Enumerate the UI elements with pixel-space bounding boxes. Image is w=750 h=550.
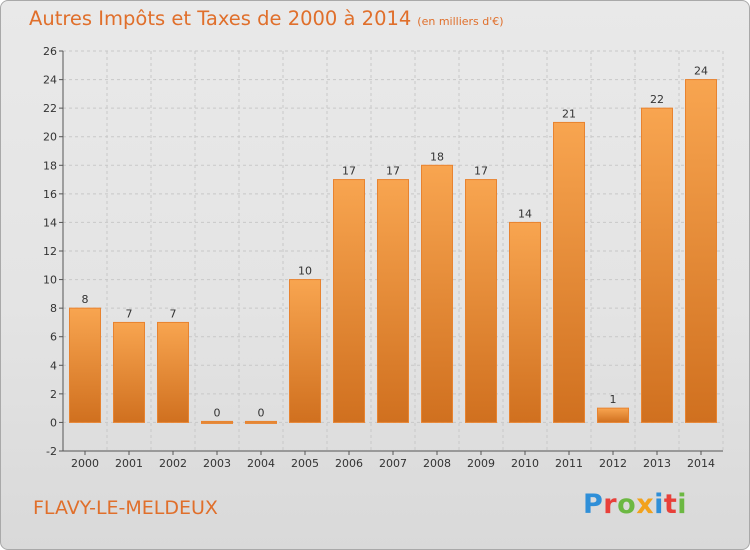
chart-title-text: Autres Impôts et Taxes de 2000 à 2014 bbox=[29, 7, 412, 30]
bar bbox=[201, 420, 233, 424]
bar-value-label: 10 bbox=[298, 265, 312, 278]
bar-value-label: 22 bbox=[650, 93, 664, 106]
x-tick-label: 2011 bbox=[555, 457, 583, 470]
bar bbox=[157, 321, 189, 423]
logo-letter: i bbox=[677, 489, 688, 520]
x-tick-label: 2004 bbox=[247, 457, 275, 470]
x-tick-label: 2007 bbox=[379, 457, 407, 470]
bar-value-label: 14 bbox=[518, 207, 532, 220]
x-tick-label: 2006 bbox=[335, 457, 363, 470]
x-tick-label: 2002 bbox=[159, 457, 187, 470]
data-labels: 8 7 7 0 0 10 17 17 18 17 14 21 1 22 24 bbox=[82, 65, 709, 420]
x-tick-label: 2000 bbox=[71, 457, 99, 470]
x-tick-label: 2014 bbox=[687, 457, 715, 470]
bar bbox=[377, 179, 409, 423]
bars bbox=[69, 79, 717, 424]
bar-value-label: 17 bbox=[342, 165, 356, 178]
bar bbox=[465, 179, 497, 423]
bar-value-label: 17 bbox=[386, 165, 400, 178]
y-tick-label: 14 bbox=[43, 216, 57, 229]
chart-title: Autres Impôts et Taxes de 2000 à 2014 (en… bbox=[29, 7, 504, 30]
y-tick-label: 26 bbox=[43, 45, 57, 58]
bar bbox=[597, 407, 629, 423]
y-tick-label: 16 bbox=[43, 188, 57, 201]
bar-value-label: 17 bbox=[474, 165, 488, 178]
bar-value-label: 7 bbox=[170, 307, 177, 320]
logo-letter: r bbox=[603, 489, 618, 520]
x-tick-label: 2001 bbox=[115, 457, 143, 470]
bar-value-label: 0 bbox=[258, 406, 265, 419]
x-tick-label: 2010 bbox=[511, 457, 539, 470]
bar-value-label: 1 bbox=[610, 393, 617, 406]
logo-letter: x bbox=[636, 489, 655, 520]
bar bbox=[641, 107, 673, 423]
x-tick-label: 2008 bbox=[423, 457, 451, 470]
logo-letter: t bbox=[663, 489, 678, 520]
bar bbox=[509, 221, 541, 423]
axes bbox=[59, 50, 723, 455]
y-tick-label: 10 bbox=[43, 274, 57, 287]
bar bbox=[333, 179, 365, 423]
bar bbox=[685, 79, 717, 423]
y-tick-label: 2 bbox=[50, 388, 57, 401]
x-tick-label: 2013 bbox=[643, 457, 671, 470]
x-tick-label: 2009 bbox=[467, 457, 495, 470]
x-tick-label: 2005 bbox=[291, 457, 319, 470]
y-tick-label: -2 bbox=[46, 445, 57, 458]
bar-value-label: 18 bbox=[430, 150, 444, 163]
y-tick-label: 6 bbox=[50, 331, 57, 344]
logo-letter: i bbox=[654, 489, 664, 520]
bar bbox=[553, 121, 585, 423]
chart-subtitle: (en milliers d'€) bbox=[417, 15, 504, 28]
y-tick-label: 8 bbox=[50, 302, 57, 315]
commune-name: FLAVY-LE-MELDEUX bbox=[33, 497, 218, 519]
y-tick-label: 22 bbox=[43, 102, 57, 115]
bar bbox=[289, 279, 321, 423]
y-tick-label: 20 bbox=[43, 131, 57, 144]
bar-value-label: 24 bbox=[694, 65, 708, 78]
bar bbox=[113, 321, 145, 423]
x-tick-label: 2012 bbox=[599, 457, 627, 470]
bar-value-label: 21 bbox=[562, 107, 576, 120]
logo-letter: o bbox=[617, 489, 637, 520]
y-tick-label: 12 bbox=[43, 245, 57, 258]
logo-letter: P bbox=[583, 489, 604, 520]
x-tick-label: 2003 bbox=[203, 457, 231, 470]
y-tick-label: 18 bbox=[43, 159, 57, 172]
bar bbox=[245, 420, 277, 424]
y-tick-label: 0 bbox=[50, 416, 57, 429]
bar-value-label: 8 bbox=[82, 293, 89, 306]
proxiti-logo: Proxiti bbox=[583, 489, 687, 520]
bar-value-label: 7 bbox=[126, 307, 133, 320]
y-tick-label: 4 bbox=[50, 359, 57, 372]
bar-value-label: 0 bbox=[214, 406, 221, 419]
bar bbox=[69, 307, 101, 423]
y-tick-label: 24 bbox=[43, 74, 57, 87]
bar bbox=[421, 164, 453, 423]
